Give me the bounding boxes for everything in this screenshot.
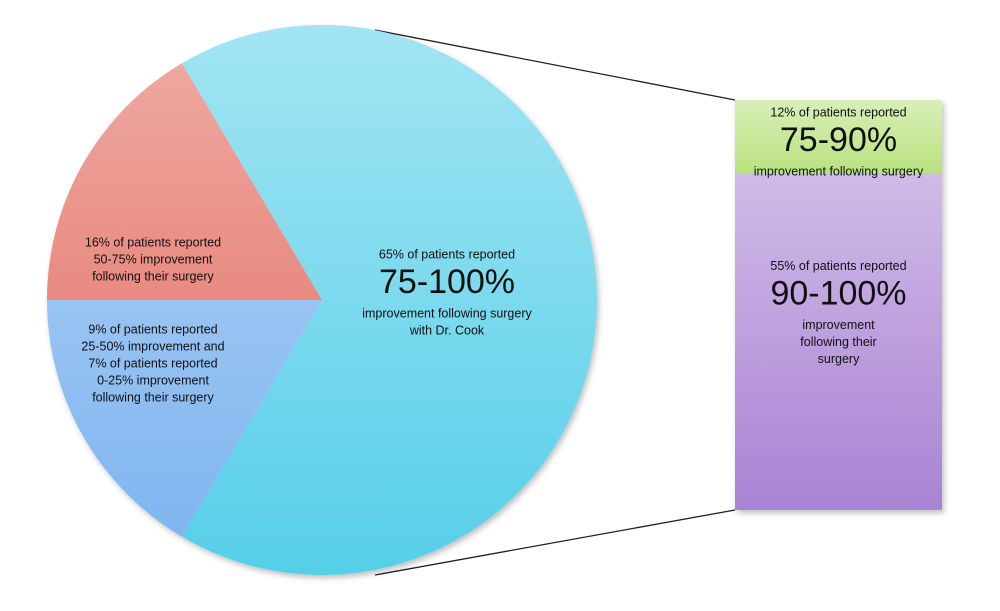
bar-shine (735, 173, 942, 510)
detail: improvement (802, 318, 875, 332)
connector (374, 509, 736, 576)
bar-shine (735, 100, 942, 174)
caption: 16% of patients reported (85, 235, 221, 249)
range-label: 90-100% (770, 275, 906, 313)
detail: surgery (818, 352, 860, 366)
caption: 9% of patients reported (88, 322, 217, 336)
range-label: 75-90% (780, 121, 897, 159)
caption: 0-25% improvement (97, 373, 209, 387)
caption: 25-50% improvement and (81, 339, 224, 353)
caption: 50-75% improvement (94, 252, 213, 266)
caption: 7% of patients reported (88, 356, 217, 370)
connector (374, 29, 736, 101)
detail: following their (800, 335, 876, 349)
pie (47, 25, 598, 576)
detail: improvement following surgery (362, 306, 532, 320)
caption: 65% of patients reported (379, 247, 515, 261)
detail: with Dr. Cook (409, 323, 485, 337)
caption: following their surgery (92, 390, 214, 404)
detail: improvement following surgery (754, 164, 924, 178)
pie-shine (47, 25, 597, 575)
caption: following their surgery (92, 269, 214, 283)
caption: 12% of patients reported (770, 105, 906, 119)
labels: 65% of patients reported 75-100% improveme… (81, 105, 924, 404)
bar-stack (735, 100, 942, 510)
range-label: 75-100% (379, 263, 515, 301)
caption: 55% of patients reported (770, 259, 906, 273)
